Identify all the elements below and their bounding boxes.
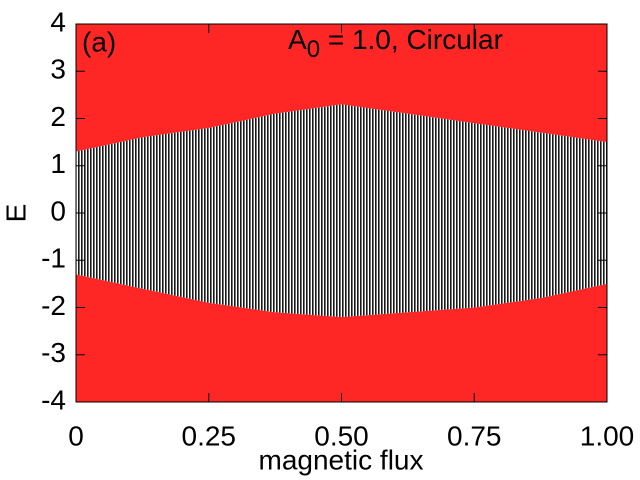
x-tick-label: 0.50 xyxy=(314,420,369,451)
annotation-part: = 1.0, Circular xyxy=(320,24,503,55)
x-tick-label: 0 xyxy=(68,420,84,451)
energy-band xyxy=(76,104,607,317)
annotation-part: 0 xyxy=(307,36,320,63)
energy-band xyxy=(76,24,607,152)
panel-label: (a) xyxy=(82,26,116,57)
plot-area xyxy=(76,24,607,402)
energy-band xyxy=(76,274,607,402)
x-tick-label: 0.75 xyxy=(447,420,502,451)
y-tick-label: 0 xyxy=(50,195,66,226)
y-tick-label: 1 xyxy=(50,148,66,179)
y-tick-label: 4 xyxy=(50,6,66,37)
annotation: A0 = 1.0, Circular xyxy=(288,24,503,63)
x-axis-label: magnetic flux xyxy=(259,444,424,475)
y-tick-label: -3 xyxy=(41,337,66,368)
annotation-part: A xyxy=(288,24,307,55)
x-tick-label: 0.25 xyxy=(182,420,237,451)
y-tick-label: 3 xyxy=(50,54,66,85)
x-tick-label: 1.00 xyxy=(580,420,635,451)
y-axis-label: E xyxy=(0,204,31,223)
y-tick-label: -1 xyxy=(41,243,66,274)
y-tick-label: -2 xyxy=(41,290,66,321)
y-tick-label: -4 xyxy=(41,384,66,415)
y-tick-label: 2 xyxy=(50,101,66,132)
